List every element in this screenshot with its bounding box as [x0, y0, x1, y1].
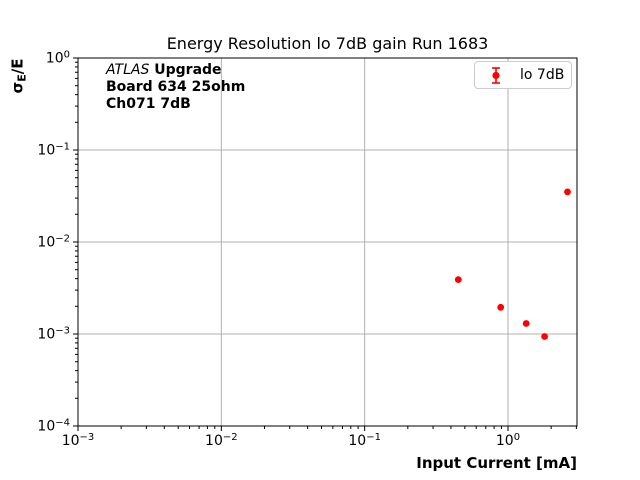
errorbar-marker-icon — [492, 67, 500, 84]
annotation-line-2: Board 634 25ohm — [106, 79, 246, 95]
legend-box: lo 7dB — [474, 61, 572, 89]
annotation-line-1: ATLAS Upgrade — [106, 62, 245, 79]
y-tick-label: 10−4 — [37, 417, 70, 435]
x-tick-label: 100 — [495, 432, 521, 449]
chart-title: Energy Resolution lo 7dB gain Run 1683 — [166, 34, 489, 53]
x-tick-label: 10−2 — [205, 432, 238, 449]
annotation-experiment-name: ATLAS — [106, 62, 150, 78]
annotation-experiment-suffix: Upgrade — [149, 62, 222, 78]
y-tick-label: 100 — [45, 49, 70, 67]
x-tick-label: 10−1 — [348, 432, 381, 449]
x-axis-label: Input Current [mA] — [416, 454, 577, 472]
x-tick-label: 10−3 — [61, 432, 95, 449]
y-tick-label: 10−3 — [37, 325, 70, 343]
y-tick-label: 10−1 — [37, 141, 70, 159]
annotation-line-3: Ch071 7dB — [106, 96, 191, 112]
plot-annotation: ATLAS Upgrade Board 634 25ohm Ch071 7dB — [106, 62, 245, 113]
legend-entry-label: lo 7dB — [520, 67, 565, 83]
y-tick-label: 10−2 — [37, 233, 70, 251]
